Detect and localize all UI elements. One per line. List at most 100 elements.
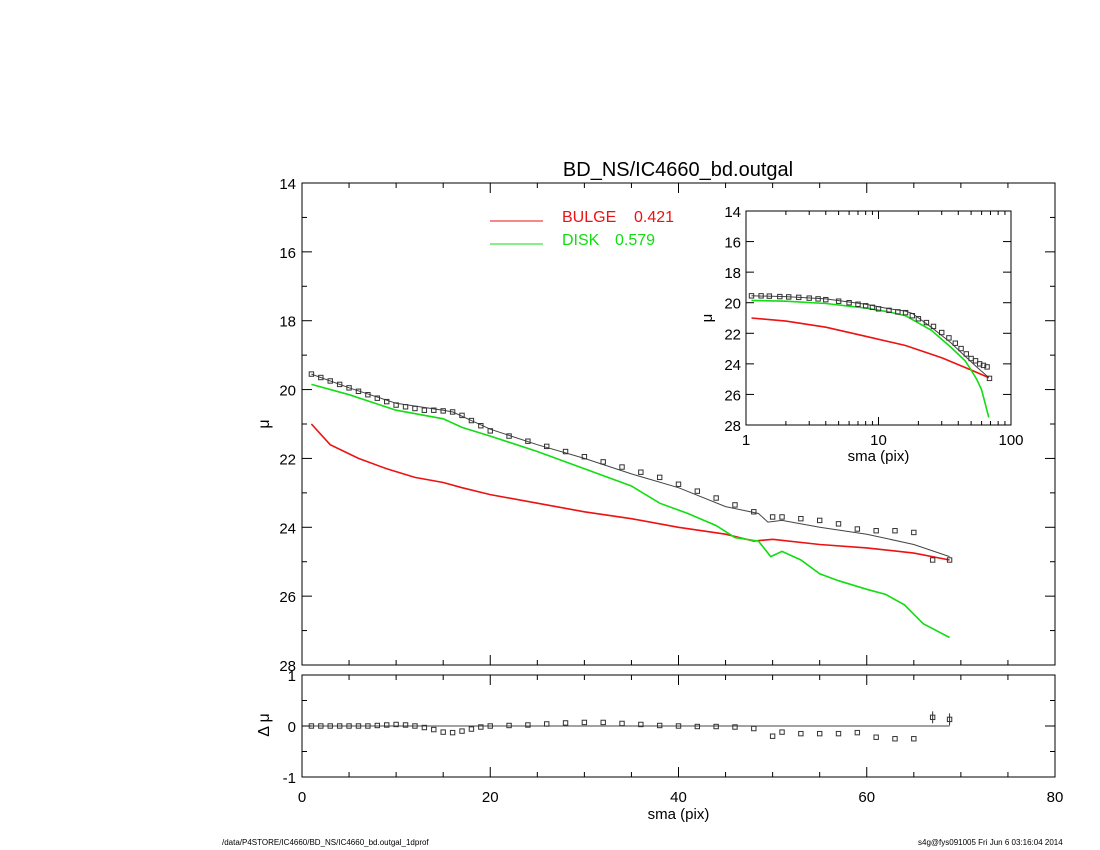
inset-series-data-point	[902, 309, 909, 316]
resid-series-point	[336, 723, 343, 729]
inset-log-panel: 14 16 18 20 22 24 26 281 10 100 sma (pix) μ	[699, 204, 1024, 465]
main-series-data-point	[751, 509, 757, 515]
main-profile-panel: 14 16 18 20 22 24 26 28 μ	[256, 176, 1056, 675]
main-series-data-point	[365, 392, 371, 398]
legend-bulge-label: BULGE	[562, 209, 616, 226]
main-series-model	[311, 373, 950, 558]
main-series-data-point	[656, 474, 663, 481]
main-series-data-point	[798, 515, 804, 522]
main-series-data-point	[440, 408, 446, 414]
main-series-data-point	[854, 526, 861, 532]
main-series-data-point	[402, 404, 409, 410]
main-series-data-point	[835, 521, 842, 527]
legend: BULGE 0.421 DISK 0.579	[490, 209, 674, 249]
main-series-data-point	[346, 385, 352, 391]
main-series-data-point	[929, 557, 936, 563]
resid-series-point	[638, 721, 644, 728]
resid-series-point	[544, 721, 550, 727]
resid-series-point	[449, 729, 456, 736]
main-series-data-point	[525, 438, 531, 444]
legend-disk-label: DISK	[562, 232, 600, 249]
main-series-data-point	[873, 528, 879, 534]
resid-ytick-label: 1	[288, 668, 296, 685]
resid-series-point	[384, 722, 390, 728]
resid-xtick-label: 60	[858, 789, 875, 806]
resid-series-point	[440, 729, 446, 735]
inset-xtick-label: 100	[998, 432, 1023, 449]
main-ytick-label: 26	[279, 589, 296, 606]
main-series-data-point	[892, 528, 898, 534]
main-series-data-point	[732, 502, 738, 508]
inset-series-data-point	[976, 361, 983, 367]
resid-xtick-label: 0	[298, 789, 306, 806]
inset-series-data-point	[806, 295, 812, 301]
resid-series-point	[355, 723, 362, 729]
main-series-data-point	[581, 454, 588, 460]
inset-xtick-label: 1	[742, 432, 750, 449]
inset-ytick-label: 24	[724, 357, 741, 374]
resid-series-point	[656, 722, 663, 729]
main-ytick-label: 18	[279, 314, 296, 331]
resid-series-point	[506, 722, 512, 729]
inset-series-data-point	[835, 298, 842, 304]
resid-series-point	[402, 722, 409, 728]
main-series-data-point	[478, 423, 484, 429]
resid-series-point	[412, 723, 418, 729]
main-series-data-point	[946, 557, 953, 563]
inset-plot-frame	[745, 210, 1012, 426]
resid-series-point	[713, 723, 719, 730]
main-series-data-point	[468, 417, 475, 424]
inset-ylabel: μ	[699, 314, 716, 323]
main-series-data-point	[393, 402, 399, 408]
inset-series-disk	[751, 299, 990, 418]
inset-series-data-point	[909, 313, 916, 319]
inset-series-data-point	[958, 345, 964, 352]
inset-xtick-label: 10	[870, 432, 887, 449]
main-series-data-point	[600, 459, 606, 465]
legend-bulge-value: 0.421	[634, 209, 674, 226]
inset-series-data-point	[946, 335, 952, 341]
resid-series-point	[873, 734, 879, 740]
main-series-data-point	[459, 412, 465, 419]
chart-title: BD_NS/IC4660_bd.outgal	[563, 159, 793, 181]
main-series-data-point	[911, 529, 917, 536]
inset-series-data-point	[963, 351, 970, 357]
inset-series-data-point	[777, 293, 783, 300]
inset-series-data-point	[758, 293, 764, 299]
resid-series-point	[318, 723, 324, 729]
resid-series-point	[487, 723, 493, 729]
inset-ytick-label: 20	[724, 296, 741, 313]
resid-series-point	[835, 730, 842, 737]
resid-series-point	[581, 719, 588, 726]
inset-series-data-point	[952, 340, 959, 346]
resid-series-point	[346, 723, 352, 729]
resid-series-point	[911, 736, 917, 742]
main-series-data-point	[638, 469, 644, 475]
resid-series-point	[374, 722, 381, 729]
resid-series-point	[327, 723, 333, 729]
inset-ytick-label: 14	[724, 204, 741, 221]
inset-series-data-point	[915, 316, 922, 322]
main-ytick-label: 28	[279, 658, 296, 675]
main-series-data-point	[431, 407, 437, 413]
main-series-data-point	[506, 433, 512, 439]
inset-series-data-point	[869, 304, 876, 311]
inset-series-data-point	[930, 323, 937, 330]
resid-xtick-label: 80	[1047, 789, 1064, 806]
resid-ytick-label: -1	[283, 770, 296, 787]
resid-series-point	[600, 719, 606, 726]
inset-ytick-label: 18	[724, 265, 741, 282]
main-series-data-point	[421, 407, 428, 413]
inset-series-data-point	[986, 375, 993, 382]
resid-series-point	[854, 729, 861, 736]
resid-series-point	[619, 720, 625, 727]
main-series-data-point	[384, 398, 390, 405]
inset-series-data-point	[875, 306, 882, 312]
resid-ytick-label: 0	[288, 719, 296, 736]
resid-series-point	[732, 724, 738, 730]
resid-xtick-label: 20	[482, 789, 499, 806]
main-series-bulge	[310, 423, 950, 561]
resid-series-point	[393, 721, 399, 728]
